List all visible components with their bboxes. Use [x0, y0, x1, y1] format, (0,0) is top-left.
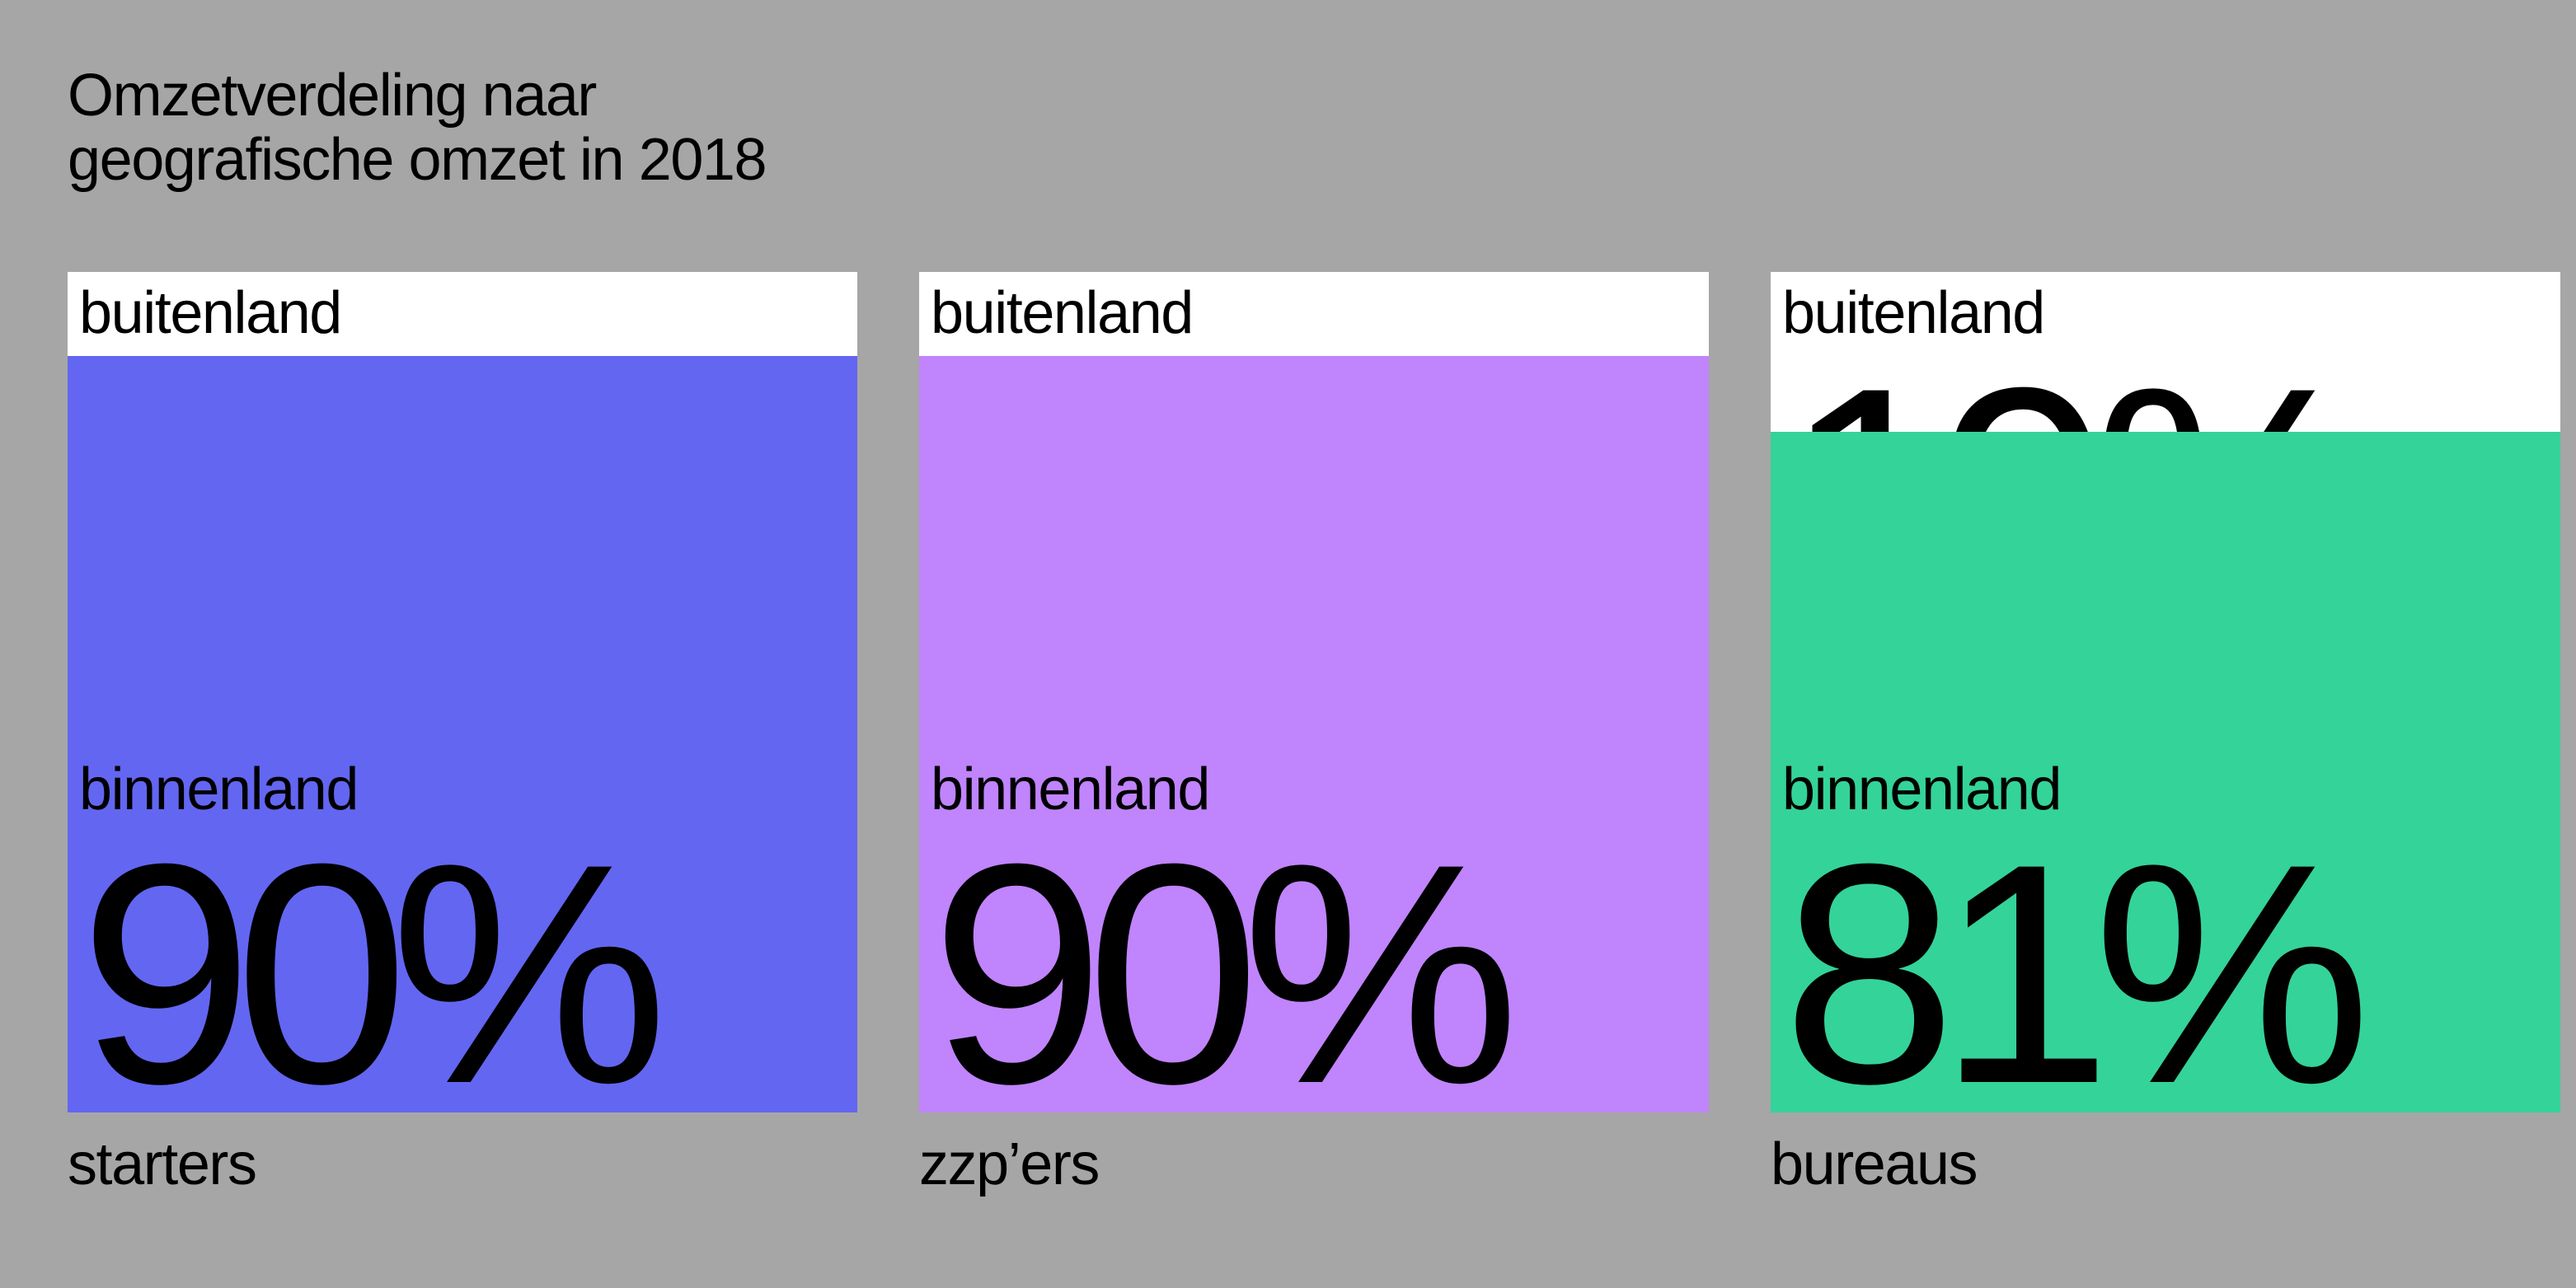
segment-buitenland: buitenland 19%: [1771, 272, 2560, 432]
panels-container: buitenland 10% binnenland 90% starters b…: [68, 272, 2560, 1198]
panel-box: buitenland 19% binnenland 81%: [1771, 272, 2560, 1112]
segment-percent: 81%: [1782, 852, 2549, 1096]
panel-caption: bureaus: [1771, 1131, 2560, 1198]
segment-percent: 19%: [1782, 376, 2549, 432]
segment-binnenland: binnenland 90%: [919, 356, 1709, 1112]
segment-binnenland: binnenland 90%: [68, 356, 857, 1112]
segment-buitenland: buitenland 10%: [919, 272, 1709, 356]
panel-box: buitenland 10% binnenland 90%: [68, 272, 857, 1112]
segment-percent: 90%: [931, 852, 1697, 1096]
panel-bureaus: buitenland 19% binnenland 81% bureaus: [1771, 272, 2560, 1198]
panel-box: buitenland 10% binnenland 90%: [919, 272, 1709, 1112]
panel-caption: starters: [68, 1131, 857, 1198]
panel-starters: buitenland 10% binnenland 90% starters: [68, 272, 857, 1198]
segment-percent: 90%: [79, 852, 846, 1096]
panel-caption: zzp’ers: [919, 1131, 1709, 1198]
segment-buitenland: buitenland 10%: [68, 272, 857, 356]
panel-zzpers: buitenland 10% binnenland 90% zzp’ers: [919, 272, 1709, 1198]
chart-title: Omzetverdeling naargeografische omzet in…: [68, 64, 766, 193]
segment-binnenland: binnenland 81%: [1771, 432, 2560, 1112]
